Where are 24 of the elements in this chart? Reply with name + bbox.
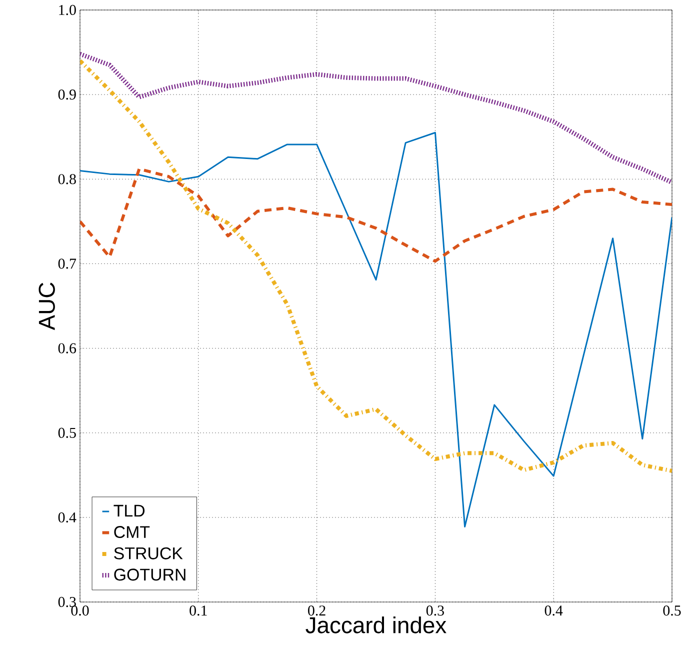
legend-label: STRUCK: [114, 547, 183, 560]
x-axis-title: Jaccard index: [306, 616, 446, 634]
legend-label: CMT: [114, 526, 150, 538]
y-tick-label: 0.8: [58, 174, 76, 184]
y-tick-label: 0.5: [58, 428, 76, 438]
x-tick-label: 0.0: [71, 606, 89, 616]
y-tick-label: 0.4: [58, 512, 76, 523]
y-tick-label: 0.3: [58, 596, 76, 608]
x-tick-label: 0.2: [308, 606, 326, 616]
y-tick-label: 0.7: [58, 258, 76, 269]
x-tick-label: 0.4: [544, 606, 563, 616]
line-series: [80, 52, 672, 185]
y-tick-label: 1.0: [59, 4, 76, 16]
legend-label: GOTURN: [114, 568, 186, 581]
legend-label: TLD: [114, 504, 145, 517]
x-tick-label: 0.1: [190, 606, 207, 616]
x-tick-label: 0.3: [426, 606, 444, 616]
line-series: [80, 167, 672, 263]
line-series: [80, 58, 672, 473]
y-tick-label: 0.9: [58, 89, 76, 100]
line-series: [80, 132, 672, 528]
y-axis-title: AUC: [38, 282, 55, 330]
y-tick-label: 0.6: [58, 343, 76, 354]
x-tick-label: 0.5: [663, 606, 681, 616]
